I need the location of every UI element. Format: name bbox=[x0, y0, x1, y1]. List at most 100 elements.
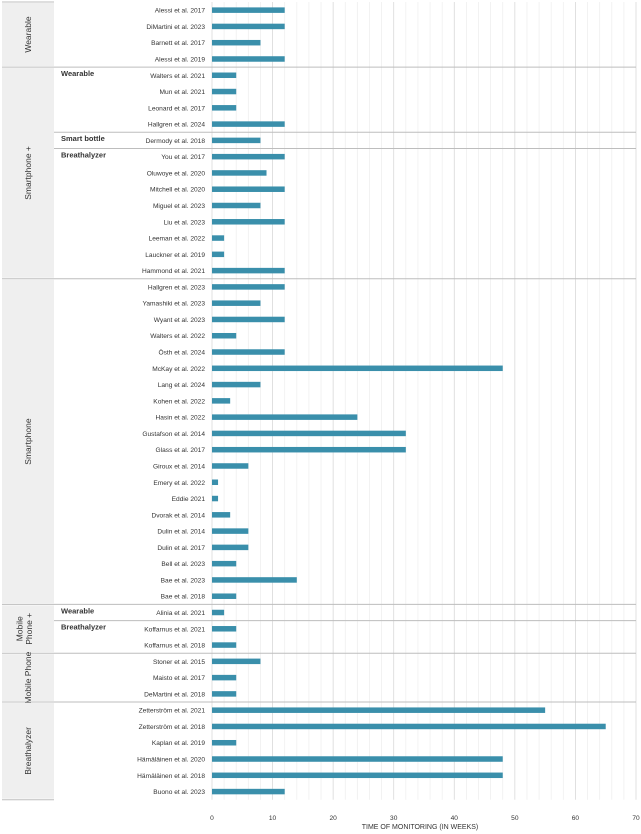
bar bbox=[212, 284, 285, 290]
row-label: Barnett et al. 2017 bbox=[151, 40, 205, 47]
x-tick-label: 70 bbox=[632, 815, 640, 822]
x-tick-label: 30 bbox=[390, 815, 398, 822]
row-label: McKay et al. 2022 bbox=[152, 366, 205, 373]
row-label: Emery et al. 2022 bbox=[153, 480, 205, 487]
row-label: Zetterström et al. 2018 bbox=[139, 724, 206, 731]
category-label: MobilePhone + bbox=[14, 613, 34, 645]
subgroup-label: Wearable bbox=[61, 606, 94, 615]
bar bbox=[212, 626, 237, 632]
bar bbox=[212, 186, 285, 192]
row-label: Bae et al. 2018 bbox=[161, 594, 206, 601]
bar bbox=[212, 72, 237, 79]
category-label: Breathalyzer bbox=[23, 727, 33, 775]
bar bbox=[212, 153, 285, 160]
bar bbox=[212, 463, 249, 469]
bar bbox=[212, 7, 285, 13]
row-label: Maisto et al. 2017 bbox=[153, 675, 205, 682]
bar bbox=[212, 121, 285, 127]
bar bbox=[212, 349, 285, 355]
category-band bbox=[2, 68, 54, 278]
row-label: Hämäläinen et al. 2018 bbox=[137, 773, 205, 780]
category-band bbox=[2, 703, 54, 799]
bar bbox=[212, 446, 406, 453]
row-label: Walters et al. 2021 bbox=[150, 73, 205, 80]
row-label: Buono et al. 2023 bbox=[153, 789, 205, 796]
category-label: Smartphone + bbox=[23, 146, 33, 200]
row-labels: Wearable Smart bottle Breathalyzer Wearable… bbox=[61, 8, 205, 796]
bar bbox=[212, 756, 503, 762]
x-tick-label: 60 bbox=[572, 815, 580, 822]
row-label: Glass et al. 2017 bbox=[156, 447, 206, 454]
row-label: Hasin et al. 2022 bbox=[156, 415, 206, 422]
x-tick-label: 20 bbox=[329, 815, 337, 822]
bar bbox=[212, 788, 285, 795]
bar bbox=[212, 707, 546, 713]
bar bbox=[212, 137, 261, 144]
row-label: Lang et al. 2024 bbox=[158, 382, 206, 389]
row-label: DiMartini et al. 2023 bbox=[146, 24, 205, 31]
category-band bbox=[2, 654, 54, 702]
bar bbox=[212, 609, 225, 616]
bars bbox=[212, 7, 606, 795]
row-label: Östh et al. 2024 bbox=[158, 349, 205, 357]
bar bbox=[212, 512, 231, 518]
subgroup-label: Wearable bbox=[61, 69, 94, 78]
row-label: Wyant et al. 2023 bbox=[154, 317, 206, 324]
row-label: Dulin et al. 2014 bbox=[157, 529, 205, 536]
bar bbox=[212, 398, 231, 404]
row-label: DeMartini et al. 2018 bbox=[144, 691, 205, 698]
row-label: Oluwoye et al. 2020 bbox=[147, 170, 206, 177]
row-label: Kaplan et al. 2019 bbox=[152, 740, 205, 747]
bar bbox=[212, 772, 503, 779]
bar bbox=[212, 170, 267, 176]
category-blocks: Wearable Smartphone + Smartphone MobilePhon… bbox=[2, 1, 636, 801]
row-label: Mitchell et al. 2020 bbox=[150, 187, 205, 194]
bar bbox=[212, 251, 225, 258]
category-label: Wearable bbox=[23, 16, 33, 52]
row-label: Yamashiki et al. 2023 bbox=[142, 301, 205, 308]
row-label: Koffarnus et al. 2018 bbox=[144, 643, 205, 650]
bar bbox=[212, 88, 237, 95]
bar bbox=[212, 300, 261, 306]
row-label: Giroux et al. 2014 bbox=[153, 463, 205, 470]
row-label: Koffarnus et al. 2021 bbox=[144, 626, 205, 633]
bar bbox=[212, 365, 503, 372]
x-tick-label: 50 bbox=[511, 815, 519, 822]
bar bbox=[212, 332, 237, 339]
row-label: Hämäläinen et al. 2020 bbox=[137, 757, 205, 764]
bar bbox=[212, 414, 358, 420]
x-tick-label: 40 bbox=[451, 815, 459, 822]
bar bbox=[212, 430, 406, 437]
bar bbox=[212, 691, 237, 697]
bar bbox=[212, 544, 249, 551]
bar bbox=[212, 577, 297, 583]
bar bbox=[212, 105, 237, 111]
row-label: Walters et al. 2022 bbox=[150, 333, 205, 340]
row-label: Liu et al. 2023 bbox=[164, 219, 206, 226]
x-axis-title: TIME OF MONITORING (IN WEEKS) bbox=[362, 824, 479, 831]
bar bbox=[212, 674, 237, 681]
x-tick-label: 0 bbox=[210, 815, 214, 822]
bar bbox=[212, 56, 285, 62]
row-label: Hammond et al. 2021 bbox=[142, 268, 205, 275]
row-label: Dulin et al. 2017 bbox=[157, 545, 205, 552]
subgroup-label: Breathalyzer bbox=[61, 151, 106, 160]
row-label: Leeman et al. 2022 bbox=[149, 236, 206, 243]
category-band bbox=[2, 605, 54, 653]
bar bbox=[212, 235, 225, 241]
bar bbox=[212, 739, 237, 746]
row-label: Leonard et al. 2017 bbox=[148, 105, 205, 112]
row-label: You et al. 2017 bbox=[161, 154, 205, 161]
bar bbox=[212, 495, 219, 502]
row-label: Alinia et al. 2021 bbox=[156, 610, 205, 617]
bar bbox=[212, 723, 606, 730]
bar bbox=[212, 39, 261, 46]
category-label: Smartphone bbox=[23, 418, 33, 465]
row-label: Gustafson et al. 2014 bbox=[142, 431, 205, 438]
subgroup-label: Breathalyzer bbox=[61, 623, 106, 632]
bar bbox=[212, 381, 261, 388]
bar bbox=[212, 560, 237, 567]
row-label: Dermody et al. 2018 bbox=[146, 138, 206, 145]
category-band bbox=[2, 3, 54, 67]
